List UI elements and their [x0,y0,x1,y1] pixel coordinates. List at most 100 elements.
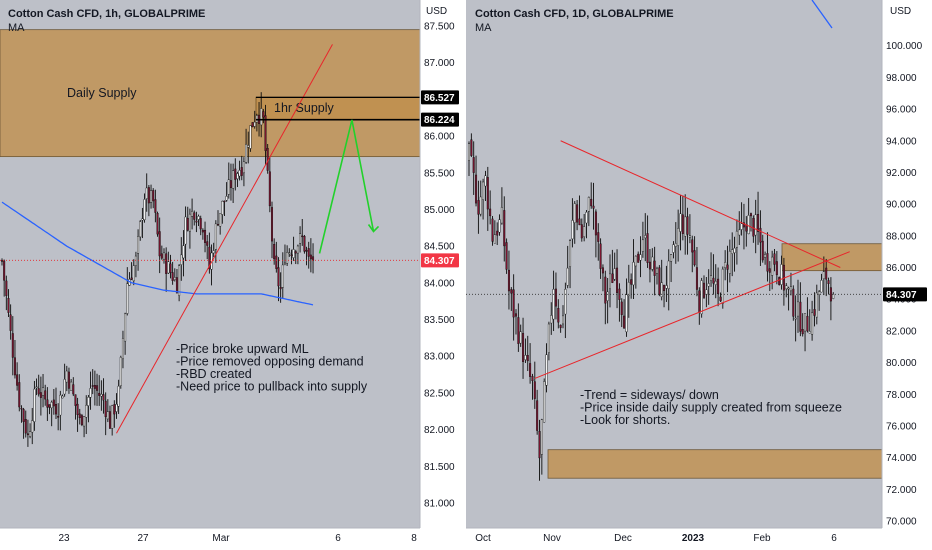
moving-average-line [811,0,833,29]
candle-body [592,205,595,209]
candle-body [78,413,81,419]
candle-body [703,282,706,298]
candle-body [585,211,588,224]
last-price-tag [883,287,927,302]
candle-body [74,394,77,406]
candle-body [632,261,635,286]
candle-body [221,200,224,215]
candle-body [173,277,176,281]
candle-body [124,313,127,342]
candle-body [658,267,661,295]
candle-body [552,289,555,320]
time-tick-label: Feb [753,533,771,544]
chart-1h-time-axis [0,528,420,550]
candle-body [264,115,267,151]
candle-body [517,317,520,344]
candle-body [152,190,155,202]
candle-body [188,213,191,232]
candle-body [271,207,274,242]
candle-body [747,215,750,235]
trendline [116,44,333,434]
price-level-tag [421,112,459,127]
time-tick-label: 23 [58,533,70,544]
candle-body [486,177,489,210]
candle-body [111,405,114,429]
candle-body [223,200,226,203]
candle-body [307,248,310,257]
chart-1d-currency: USD [890,6,912,17]
candle-body [811,312,814,335]
candle-body [663,284,666,292]
candle-body [305,250,308,252]
chart-1d-candles [468,133,835,481]
price-tick-label: 83.000 [424,352,455,363]
candle-body [199,218,202,230]
candle-body [470,139,473,156]
candle-body [98,392,101,396]
supply-zone [547,449,883,479]
candle-body [498,219,501,233]
supply-zone-label: Daily Supply [67,86,137,100]
candle-body [288,252,291,255]
candle-body [679,213,682,232]
candle-body [543,381,546,423]
candle-body [57,416,60,418]
chart-annotation: -Price broke upward ML [176,342,309,356]
candle-body [115,404,118,412]
candle-body [726,264,729,270]
candle-body [50,401,53,409]
candle-body [712,277,715,284]
candle-body [158,231,161,257]
candle-body [804,313,807,332]
candle-body [262,111,265,118]
candle-body [806,315,809,332]
candle-body [232,170,235,189]
price-level-tag [421,90,459,105]
candle-body [26,433,29,436]
candle-body [698,290,701,313]
candle-body [815,292,818,318]
candle-body [808,331,811,334]
candle-body [9,314,12,331]
chart-1d-price-axis [882,0,925,528]
chart-annotation: -Trend = sideways/ down [580,388,719,402]
candle-body [309,254,312,260]
candle-body [197,216,200,220]
price-tick-label: 85.500 [424,168,455,179]
price-level-tag-text: 86.527 [424,93,455,104]
candle-body [738,229,741,236]
candle-body [616,267,619,293]
candle-body [35,386,38,389]
chart-annotation: -Price inside daily supply created from … [580,401,842,415]
candle-body [312,256,315,261]
candle-body [195,220,198,223]
candle-body [512,289,515,318]
candle-body [491,218,494,242]
candle-body [799,301,802,332]
supply-zone-label: 1hr Supply [274,101,335,115]
candle-body [234,168,237,180]
price-tick-label: 84.500 [424,242,455,253]
time-tick-label: Oct [475,533,491,544]
candle-body [61,395,64,399]
candle-body [55,404,58,415]
candle-body [496,230,499,236]
candle-body [761,240,764,261]
candle-body [182,245,185,259]
time-tick-label: 27 [137,533,149,544]
chart-1d-time-axis [466,528,882,550]
candle-body [578,218,581,226]
candle-body [191,210,194,217]
candle-body [768,268,771,273]
candle-body [3,260,6,281]
candle-body [113,404,116,415]
candle-body [625,294,628,333]
candle-body [571,220,574,240]
candle-body [545,354,548,386]
candle-body [472,157,475,173]
candle-body [587,196,590,212]
arrow-head-icon [367,224,380,233]
candle-body [505,242,508,270]
